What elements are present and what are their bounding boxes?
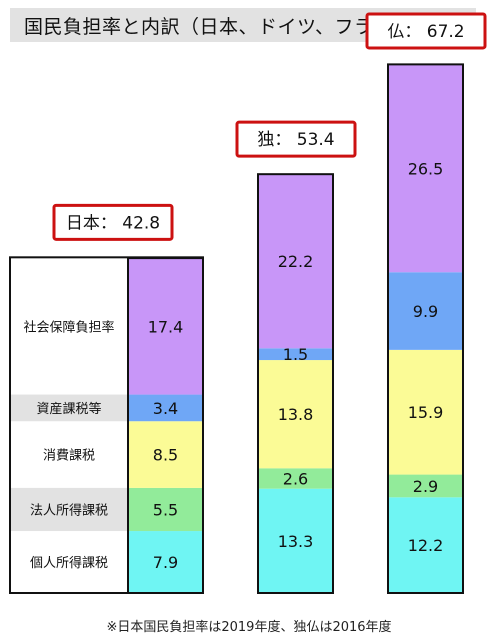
japan-frame — [9, 256, 204, 594]
data-label: 2.9 — [413, 477, 438, 496]
data-label: 13.8 — [278, 405, 314, 424]
bar-segment — [258, 348, 333, 361]
series-label: 個人所得課税 — [30, 555, 108, 571]
data-label: 1.5 — [283, 345, 308, 364]
data-label: 7.9 — [153, 553, 178, 572]
data-label: 3.4 — [153, 399, 178, 418]
data-label: 15.9 — [408, 403, 444, 422]
total-label: 独： 53.4 — [257, 130, 334, 150]
data-label: 26.5 — [408, 159, 444, 178]
series-label: 消費課税 — [43, 448, 95, 464]
data-label: 13.3 — [278, 532, 314, 551]
data-label: 22.2 — [278, 252, 314, 271]
bar-segment — [388, 272, 463, 350]
data-label: 17.4 — [148, 317, 184, 336]
series-label: 社会保障負担率 — [23, 319, 114, 335]
bar-segment — [388, 64, 463, 273]
bar-segment — [258, 360, 333, 469]
series-label-box — [10, 394, 128, 422]
total-label: 日本： 42.8 — [66, 213, 160, 233]
bar-segment — [128, 487, 203, 532]
total-box — [52, 203, 174, 241]
data-label: 2.6 — [283, 469, 308, 488]
bar-segment — [128, 394, 203, 422]
bar-outline — [387, 63, 464, 595]
bar-segment — [388, 349, 463, 475]
data-label: 12.2 — [408, 536, 444, 555]
data-label: 8.5 — [153, 446, 178, 465]
bar-outline — [257, 173, 334, 594]
series-label: 資産課税等 — [36, 401, 101, 417]
data-label: 9.9 — [413, 302, 438, 321]
total-label: 仏： 67.2 — [387, 22, 464, 42]
bar-segment — [388, 474, 463, 498]
chart-title: 国民負担率と内訳（日本、ドイツ、フランス） — [24, 15, 432, 38]
bar-segment — [258, 174, 333, 349]
bar-segment — [128, 258, 203, 395]
total-box — [235, 120, 357, 158]
data-label: 5.5 — [153, 500, 178, 519]
bar-segment — [258, 468, 333, 489]
total-box — [365, 12, 487, 50]
bar-segment — [388, 497, 463, 593]
bar-segment — [128, 531, 203, 593]
footnote: ※日本国民負担率は2019年度、独仏は2016年度 — [106, 620, 392, 635]
series-label: 法人所得課税 — [30, 502, 108, 518]
bar-segment — [128, 421, 203, 488]
bar-segment — [258, 488, 333, 593]
series-label-box — [10, 487, 128, 532]
